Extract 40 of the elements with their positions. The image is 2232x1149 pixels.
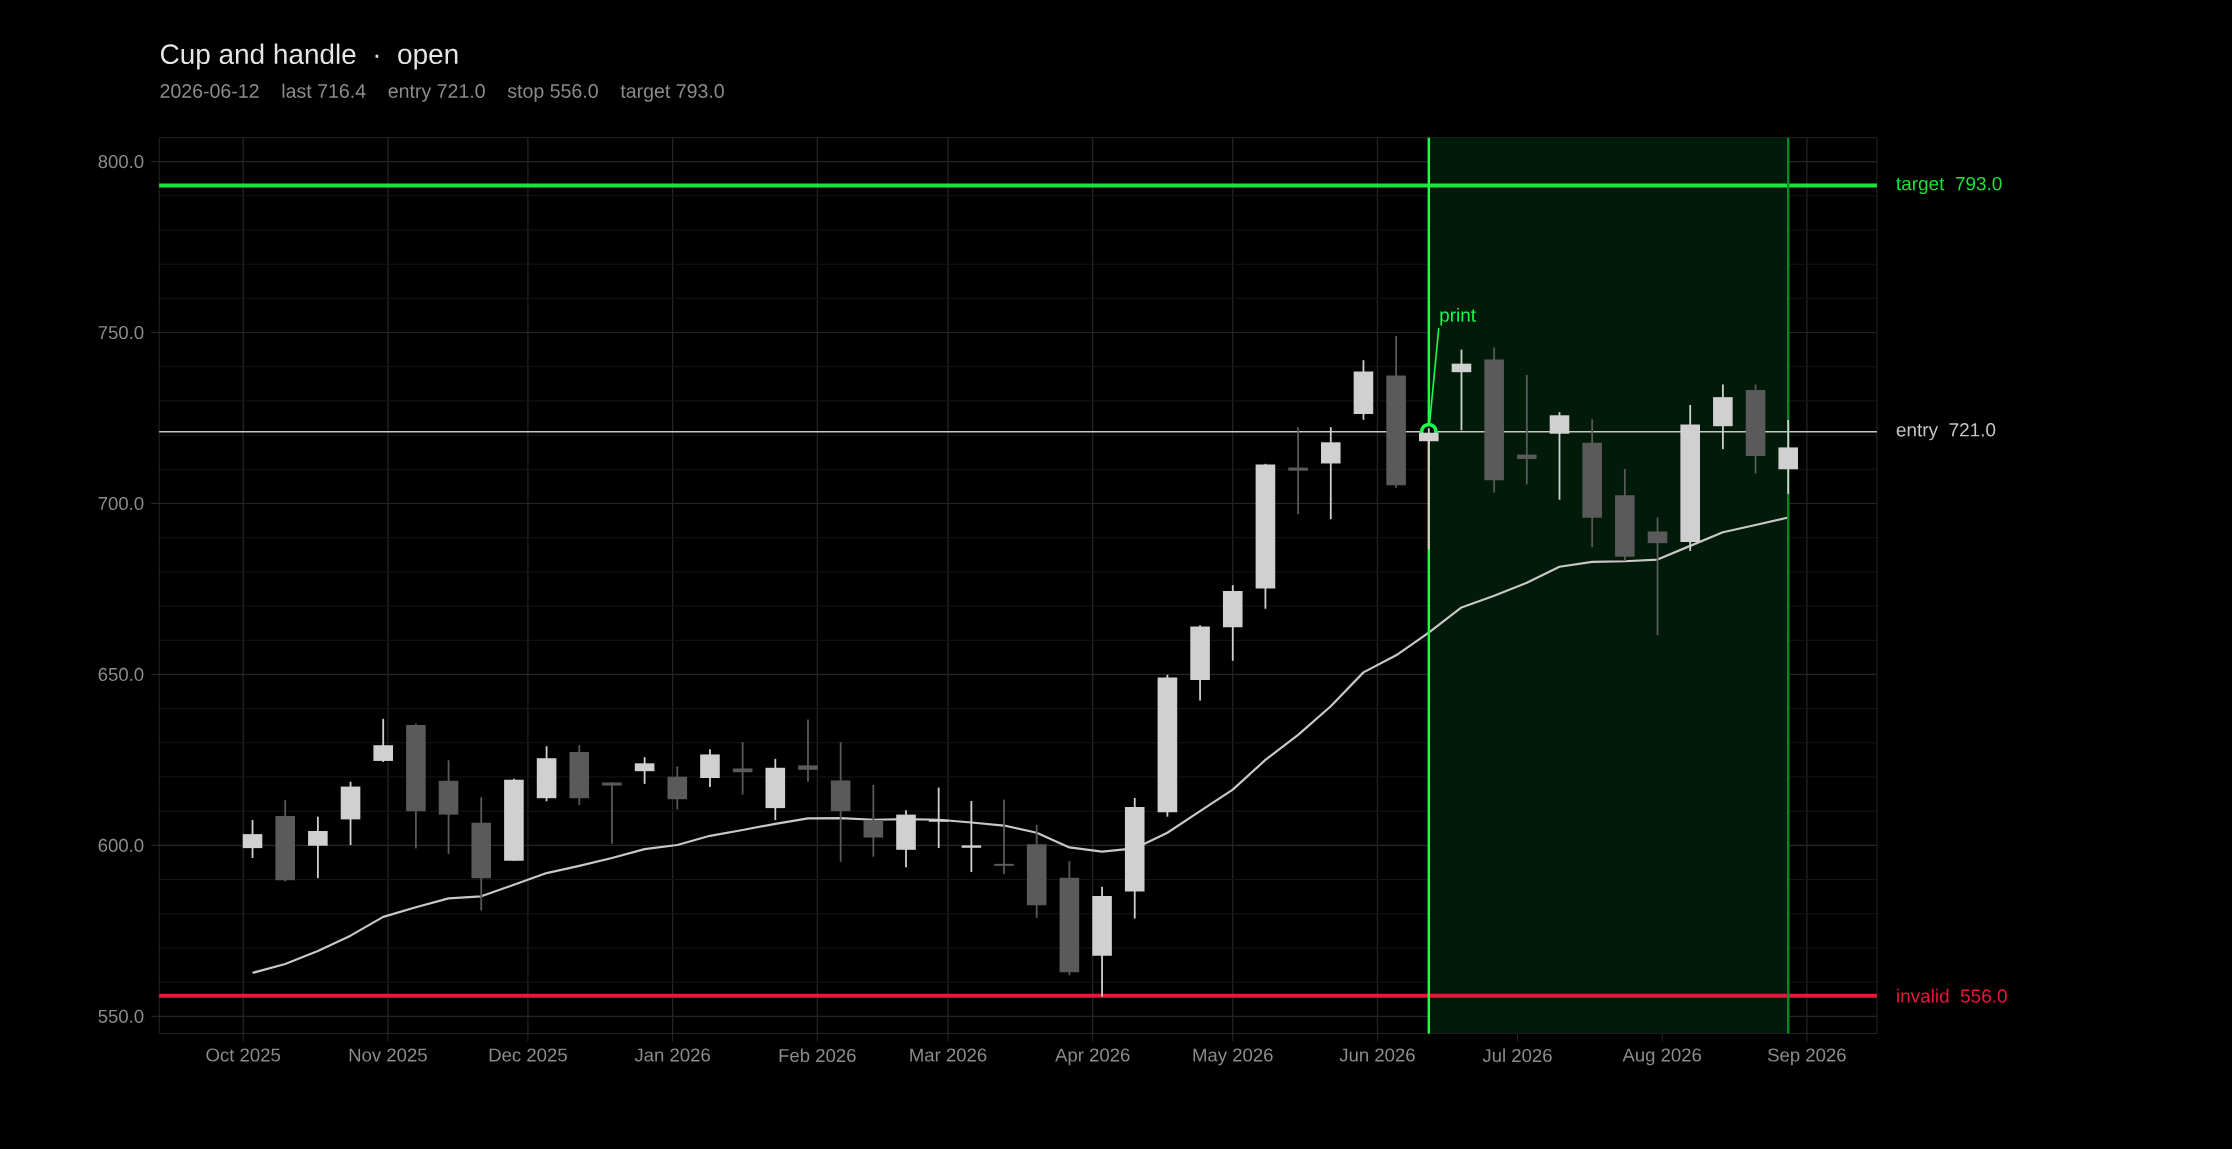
x-tick-label: Oct 2025 [206, 1048, 281, 1062]
candlestick [994, 798, 1014, 875]
x-tick-label: Feb 2026 [779, 1048, 856, 1063]
candlestick [1288, 426, 1308, 515]
candlestick [732, 741, 753, 796]
x-tick-label: Aug 2026 [1622, 1048, 1702, 1066]
x-tick-label: Apr 2026 [1055, 1048, 1130, 1066]
chart-title: Cup and handle · open [160, 43, 458, 70]
ref-line-label: target 793.0 [1896, 176, 2002, 195]
candlestick [863, 783, 884, 858]
y-tick-label: 800.0 [98, 154, 144, 169]
annotation: print [1440, 307, 1476, 326]
candlestick [242, 819, 263, 859]
y-tick-label: 650.0 [98, 667, 144, 681]
candlestick [961, 799, 982, 873]
y-tick-label: 600.0 [98, 838, 144, 852]
y-tick-label: 700.0 [98, 496, 144, 510]
candlestick [373, 717, 394, 763]
y-tick-label: 750.0 [98, 325, 144, 340]
x-tick-label: Jun 2026 [1339, 1048, 1415, 1062]
x-tick-label: May 2026 [1193, 1048, 1273, 1066]
candlestick [1517, 373, 1537, 486]
candlestick [602, 781, 622, 845]
x-tick-label: Nov 2025 [349, 1048, 427, 1062]
candlestick [1647, 516, 1668, 636]
candlestick [634, 756, 655, 785]
x-tick-label: Mar 2026 [910, 1048, 987, 1062]
x-tick-label: Sep 2026 [1768, 1048, 1846, 1066]
x-tick-label: Jan 2026 [634, 1048, 710, 1062]
ref-line-label: invalid 556.0 [1897, 988, 2007, 1003]
ref-line-label: entry 721.0 [1896, 423, 1996, 441]
x-tick-label: Jul 2026 [1482, 1048, 1552, 1063]
candlestick [308, 815, 328, 880]
candlestick [700, 748, 720, 788]
chart-subtitle: 2026-06-12 last 716.4 entry 721.0 stop 556.0 target 793.0 [160, 83, 724, 102]
y-tick-label: 550.0 [98, 1009, 144, 1023]
x-tick-label: Dec 2025 [489, 1048, 567, 1062]
candlestick [928, 786, 949, 849]
candlestick [667, 765, 688, 811]
candlestick [798, 718, 818, 783]
